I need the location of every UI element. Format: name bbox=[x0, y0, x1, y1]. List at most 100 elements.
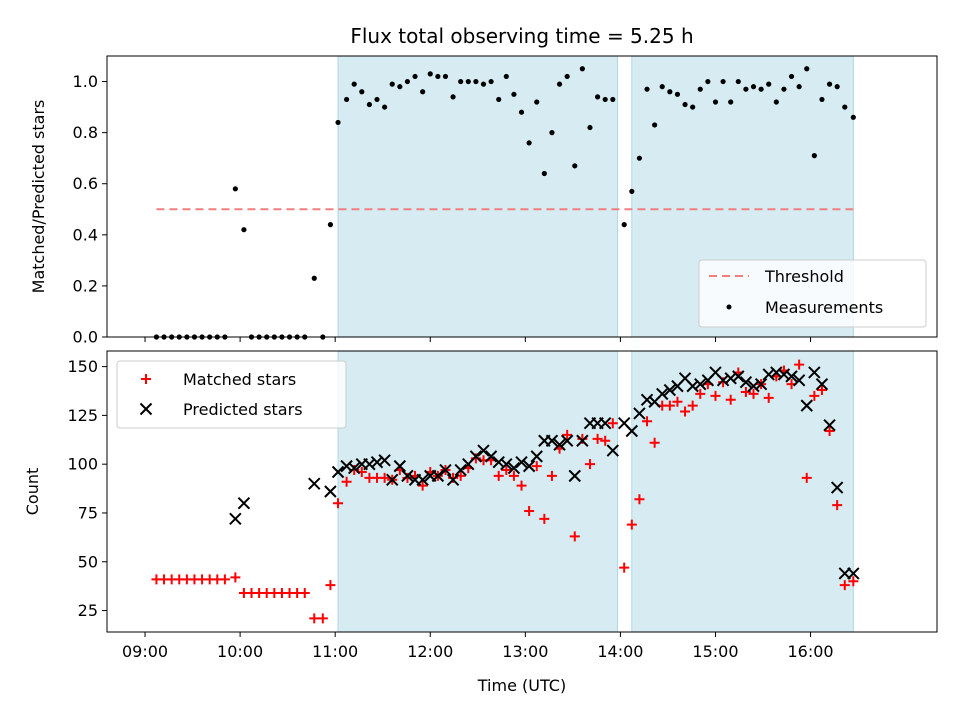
measurement-point bbox=[564, 73, 570, 80]
measurement-point bbox=[758, 86, 764, 92]
predicted-star-point bbox=[770, 366, 783, 379]
predicted-star-point bbox=[724, 372, 737, 385]
predicted-star-point bbox=[739, 376, 753, 389]
predicted-star-point bbox=[439, 463, 452, 477]
predicted-star-point bbox=[716, 374, 730, 387]
matched-star-point bbox=[592, 433, 603, 444]
matched-star-point bbox=[816, 385, 827, 396]
measurement-point bbox=[659, 84, 665, 90]
x-tick-label: 16:00 bbox=[787, 642, 833, 661]
measurement-point bbox=[750, 84, 757, 90]
predicted-star-point bbox=[347, 461, 361, 475]
predicted-star-point bbox=[308, 477, 321, 490]
bottom-legend: Matched stars Predicted stars bbox=[116, 360, 347, 429]
top-observing-window bbox=[337, 55, 619, 338]
matched-star-point bbox=[626, 519, 637, 530]
matched-star-point bbox=[309, 613, 320, 624]
matched-star-point bbox=[634, 494, 645, 505]
measurement-point bbox=[572, 163, 578, 169]
matched-star-point bbox=[607, 418, 618, 429]
matched-star-point bbox=[809, 390, 820, 401]
measurement-point bbox=[397, 84, 403, 90]
predicted-star-point bbox=[792, 374, 806, 387]
measurement-point bbox=[343, 96, 350, 103]
predicted-star-point bbox=[530, 450, 543, 463]
predicted-star-point bbox=[830, 481, 844, 494]
predicted-star-point bbox=[469, 450, 483, 463]
measurement-point bbox=[788, 73, 795, 80]
measurement-point bbox=[842, 104, 848, 110]
measurement-point bbox=[351, 81, 357, 87]
measurement-point bbox=[587, 124, 593, 131]
measurement-point bbox=[232, 186, 238, 192]
matched-star-point bbox=[516, 480, 527, 491]
predicted-star-point bbox=[363, 457, 376, 471]
predicted-star-point bbox=[656, 387, 669, 401]
x-tick-label: 13:00 bbox=[502, 642, 548, 661]
matched-star-point bbox=[569, 531, 580, 542]
matched-star-point bbox=[740, 386, 751, 397]
measurement-point bbox=[382, 104, 388, 110]
matched-star-point bbox=[531, 461, 542, 472]
predicted-star-point bbox=[633, 407, 646, 420]
measurement-point bbox=[389, 81, 395, 87]
predicted-star-point bbox=[484, 450, 498, 463]
x-tick-label: 15:00 bbox=[692, 642, 738, 661]
predicted-star-point bbox=[500, 457, 513, 471]
measurement-point bbox=[442, 73, 449, 80]
predicted-star-point bbox=[823, 418, 836, 432]
top-panel: 0.0 0.2 0.4 0.6 0.8 1.0 Flux total observing … bbox=[29, 24, 938, 347]
measurement-point bbox=[602, 96, 608, 103]
predicted-star-point bbox=[785, 370, 798, 383]
matched-star-point bbox=[501, 465, 512, 476]
measurement-point bbox=[366, 101, 373, 108]
matched-star-point bbox=[219, 574, 230, 585]
matched-star-point bbox=[839, 580, 850, 591]
top-y-tick-label: 0.6 bbox=[73, 174, 98, 193]
top-y-tick-label: 0.0 bbox=[73, 328, 98, 347]
matched-star-point bbox=[379, 472, 390, 483]
matched-star-point bbox=[508, 470, 519, 481]
matched-star-point bbox=[584, 459, 595, 470]
matched-star-point bbox=[600, 435, 611, 446]
measurement-point bbox=[667, 89, 673, 95]
predicted-star-point bbox=[606, 444, 620, 457]
matched-star-point bbox=[539, 513, 550, 524]
measurement-point bbox=[728, 99, 734, 105]
measurement-point bbox=[526, 140, 532, 146]
legend-predicted-swatch bbox=[139, 402, 153, 416]
measurement-point bbox=[541, 170, 547, 177]
measurement-point bbox=[556, 81, 563, 87]
predicted-star-point bbox=[340, 459, 353, 473]
predicted-star-point bbox=[800, 399, 813, 412]
measurement-point bbox=[579, 66, 585, 72]
measurement-point bbox=[735, 78, 741, 85]
matched-star-point bbox=[664, 400, 675, 411]
matched-star-point bbox=[801, 472, 812, 483]
predicted-star-point bbox=[477, 444, 490, 457]
predicted-star-point bbox=[663, 383, 677, 397]
measurement-point bbox=[549, 130, 555, 136]
measurement-point bbox=[796, 84, 802, 90]
matched-star-point bbox=[333, 498, 344, 509]
predicted-star-point bbox=[492, 456, 505, 469]
measurement-point bbox=[773, 99, 779, 105]
bottom-observing-windows bbox=[337, 350, 854, 633]
matched-star-point bbox=[642, 416, 653, 427]
predicted-star-point bbox=[515, 456, 528, 469]
bottom-y-tick-label: 150 bbox=[67, 357, 98, 376]
predicted-star-point bbox=[324, 485, 337, 498]
measurement-point bbox=[473, 78, 479, 85]
bottom-axes-frame bbox=[106, 350, 938, 633]
measurement-point bbox=[652, 122, 658, 128]
measurement-point bbox=[636, 155, 643, 161]
predicted-star-point bbox=[431, 469, 445, 483]
matched-star-point bbox=[317, 613, 328, 624]
measurement-point bbox=[404, 78, 411, 85]
bottom-y-tick-label: 125 bbox=[67, 406, 98, 425]
predicted-star-point bbox=[522, 459, 536, 473]
matched-star-point bbox=[417, 480, 428, 491]
measurement-point bbox=[674, 91, 681, 97]
measurement-point bbox=[621, 222, 627, 228]
